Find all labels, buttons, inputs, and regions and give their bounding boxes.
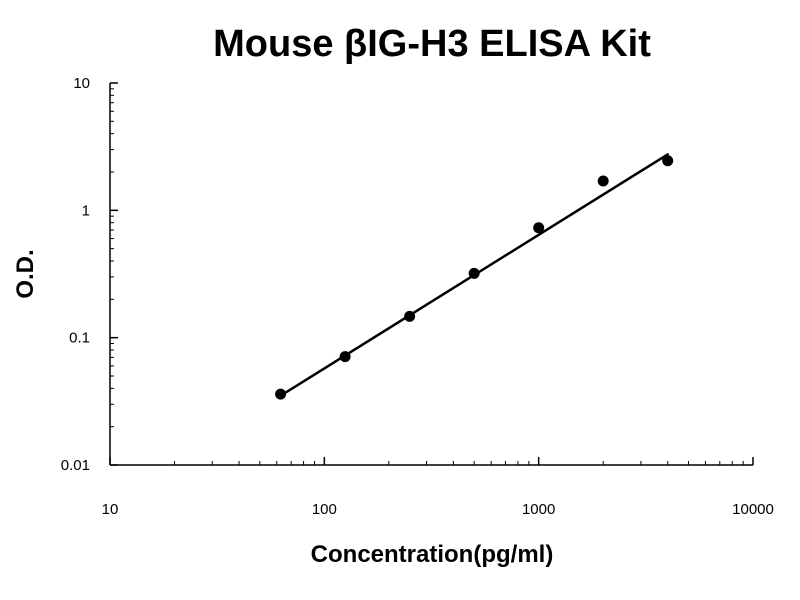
data-point	[339, 351, 351, 363]
data-point	[468, 267, 480, 279]
data-point	[275, 388, 287, 400]
y-axis-title: O.D.	[12, 249, 39, 298]
chart-title: Mouse βIG-H3 ELISA Kit	[213, 23, 651, 65]
x-tick-label: 10	[102, 501, 119, 518]
x-tick-label: 100	[312, 501, 337, 518]
data-point	[404, 310, 416, 322]
x-tick-label: 1000	[522, 501, 555, 518]
x-tick-label: 10000	[732, 501, 774, 518]
y-tick-label: 0.1	[69, 330, 90, 347]
y-tick-label: 0.01	[61, 457, 90, 474]
y-tick-label: 1	[82, 202, 90, 219]
major-ticks	[109, 82, 754, 466]
data-point	[597, 175, 609, 187]
plot-area: 10 100 1000 10000 0.01 0.1 1 10	[61, 75, 774, 518]
minor-ticks	[110, 88, 744, 465]
data-point	[533, 222, 545, 234]
y-tick-label: 10	[73, 75, 90, 92]
data-points	[275, 155, 674, 400]
x-axis-title: Concentration(pg/ml)	[311, 541, 554, 568]
tick-labels: 10 100 1000 10000 0.01 0.1 1 10	[61, 75, 774, 518]
data-point	[662, 155, 674, 167]
